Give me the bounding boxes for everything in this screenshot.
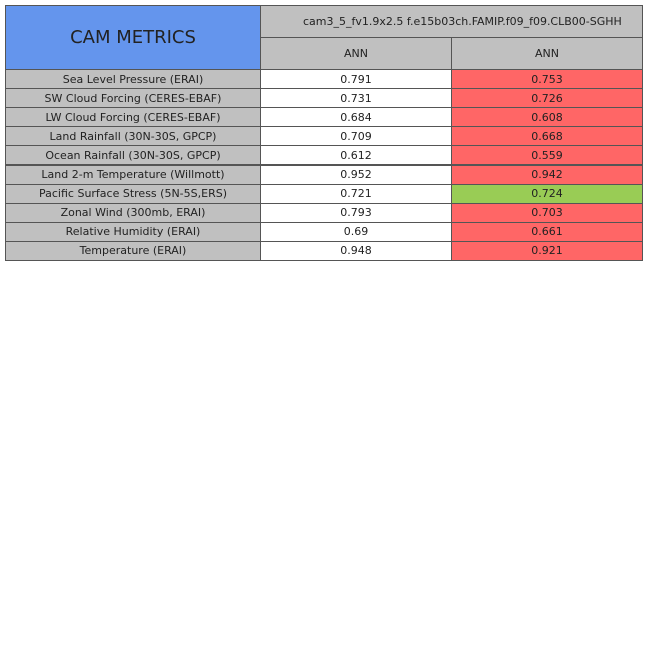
metric-cell: 0.612	[260, 145, 452, 166]
row-label: Sea Level Pressure (ERAI)	[5, 69, 261, 90]
row-label: SW Cloud Forcing (CERES-EBAF)	[5, 88, 261, 109]
metric-cell: 0.721	[260, 183, 452, 204]
metric-cell: 0.69	[260, 221, 452, 242]
row-label: Land 2-m Temperature (Willmott)	[5, 164, 261, 185]
metric-cell: 0.668	[451, 126, 643, 147]
column-header: ANN	[260, 37, 452, 70]
metric-cell: 0.726	[451, 88, 643, 109]
metric-cell: 0.709	[260, 126, 452, 147]
metric-cell: 0.559	[451, 145, 643, 166]
metric-cell: 0.791	[260, 69, 452, 90]
row-label: Ocean Rainfall (30N-30S, GPCP)	[5, 145, 261, 166]
row-label: Relative Humidity (ERAI)	[5, 221, 261, 242]
metric-cell: 0.948	[260, 240, 452, 261]
metric-cell: 0.703	[451, 202, 643, 223]
metric-cell: 0.661	[451, 221, 643, 242]
metric-cell: 0.753	[451, 69, 643, 90]
metric-cell: 0.731	[260, 88, 452, 109]
metric-cell: 0.942	[451, 164, 643, 185]
metric-cell: 0.684	[260, 107, 452, 128]
row-label: LW Cloud Forcing (CERES-EBAF)	[5, 107, 261, 128]
case-name: cam3_5_fv1.9x2.5 f.e15b03ch.FAMIP.f09_f0…	[260, 5, 643, 38]
metric-cell: 0.724	[451, 183, 643, 204]
row-label: Pacific Surface Stress (5N-5S,ERS)	[5, 183, 261, 204]
row-label: Zonal Wind (300mb, ERAI)	[5, 202, 261, 223]
title: CAM METRICS	[5, 5, 261, 70]
row-label: Temperature (ERAI)	[5, 240, 261, 261]
metric-cell: 0.608	[451, 107, 643, 128]
row-label: Land Rainfall (30N-30S, GPCP)	[5, 126, 261, 147]
metric-cell: 0.793	[260, 202, 452, 223]
metric-cell: 0.921	[451, 240, 643, 261]
metric-cell: 0.952	[260, 164, 452, 185]
column-header: ANN	[451, 37, 643, 70]
